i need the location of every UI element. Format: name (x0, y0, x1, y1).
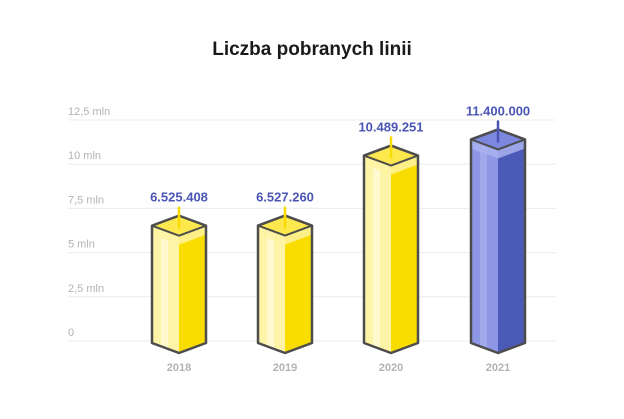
bar-left-face (471, 139, 498, 353)
bar-2018 (150, 206, 208, 355)
y-tick-label: 12,5 mln (68, 106, 110, 118)
bar-left-face (364, 155, 391, 353)
bar-highlight-stripe (267, 229, 274, 349)
y-tick-label: 2,5 mln (68, 283, 104, 295)
bar-top-band (471, 139, 525, 159)
value-label: 11.400.000 (466, 103, 530, 118)
value-label: 6.527.260 (256, 190, 314, 205)
chart-title: Liczba pobranych linii (212, 39, 412, 60)
x-tick-label: 2020 (379, 362, 403, 374)
y-tick-label: 7,5 mln (68, 194, 104, 206)
value-label: 10.489.251 (358, 120, 423, 135)
y-tick-label: 5 mln (68, 239, 95, 251)
bars (150, 120, 527, 355)
bar-2020 (362, 136, 420, 355)
value-labels: 6.525.408 6.527.260 10.489.251 11.400.000 (150, 103, 530, 204)
bar-highlight-stripe (480, 143, 487, 349)
x-axis-ticks: 2018 2019 2020 2021 (167, 362, 510, 374)
x-tick-label: 2019 (273, 362, 297, 374)
bar-top-band (152, 225, 206, 245)
bar-2019 (256, 206, 314, 355)
y-tick-label: 0 (68, 327, 74, 339)
x-tick-label: 2021 (486, 362, 510, 374)
value-label: 6.525.408 (150, 190, 208, 205)
bar-2021 (469, 120, 527, 355)
bar-highlight-stripe (373, 159, 380, 349)
y-tick-label: 10 mln (68, 150, 101, 162)
bar-left-face (258, 225, 285, 353)
bar-top-band (364, 155, 418, 175)
x-tick-label: 2018 (167, 362, 191, 374)
bar-left-face (152, 225, 179, 353)
bar-highlight-stripe (161, 229, 168, 349)
bar-top-band (258, 225, 312, 245)
y-axis-ticks: 0 2,5 mln 5 mln 7,5 mln 10 mln 12,5 mln (68, 106, 110, 339)
